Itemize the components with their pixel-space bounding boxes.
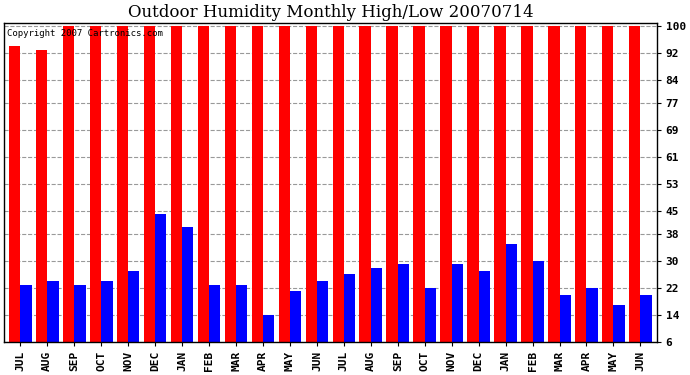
- Bar: [425, 288, 436, 362]
- Bar: [452, 264, 463, 362]
- Bar: [560, 295, 571, 362]
- Bar: [467, 26, 479, 362]
- Bar: [317, 281, 328, 362]
- Bar: [198, 26, 209, 362]
- Bar: [101, 281, 112, 362]
- Bar: [128, 271, 139, 362]
- Bar: [613, 304, 624, 362]
- Bar: [386, 26, 397, 362]
- Bar: [506, 244, 517, 362]
- Bar: [48, 281, 59, 362]
- Bar: [575, 26, 586, 362]
- Bar: [209, 285, 220, 362]
- Bar: [117, 26, 128, 362]
- Bar: [629, 26, 640, 362]
- Bar: [144, 26, 155, 362]
- Bar: [306, 26, 317, 362]
- Bar: [182, 228, 193, 362]
- Bar: [602, 26, 613, 362]
- Bar: [9, 46, 20, 362]
- Bar: [290, 291, 302, 362]
- Bar: [397, 264, 409, 362]
- Bar: [155, 214, 166, 362]
- Bar: [90, 26, 101, 362]
- Bar: [371, 268, 382, 362]
- Bar: [494, 26, 506, 362]
- Bar: [640, 295, 651, 362]
- Bar: [170, 26, 182, 362]
- Bar: [440, 26, 452, 362]
- Bar: [263, 315, 275, 362]
- Bar: [279, 26, 290, 362]
- Bar: [548, 26, 560, 362]
- Bar: [586, 288, 598, 362]
- Bar: [20, 285, 32, 362]
- Bar: [252, 26, 263, 362]
- Text: Copyright 2007 Cartronics.com: Copyright 2007 Cartronics.com: [8, 29, 164, 38]
- Bar: [36, 50, 48, 362]
- Bar: [413, 26, 425, 362]
- Bar: [521, 26, 533, 362]
- Bar: [75, 285, 86, 362]
- Bar: [479, 271, 490, 362]
- Bar: [63, 26, 75, 362]
- Bar: [533, 261, 544, 362]
- Bar: [236, 285, 247, 362]
- Bar: [344, 274, 355, 362]
- Bar: [225, 26, 236, 362]
- Bar: [333, 26, 344, 362]
- Bar: [359, 26, 371, 362]
- Title: Outdoor Humidity Monthly High/Low 20070714: Outdoor Humidity Monthly High/Low 200707…: [128, 4, 533, 21]
